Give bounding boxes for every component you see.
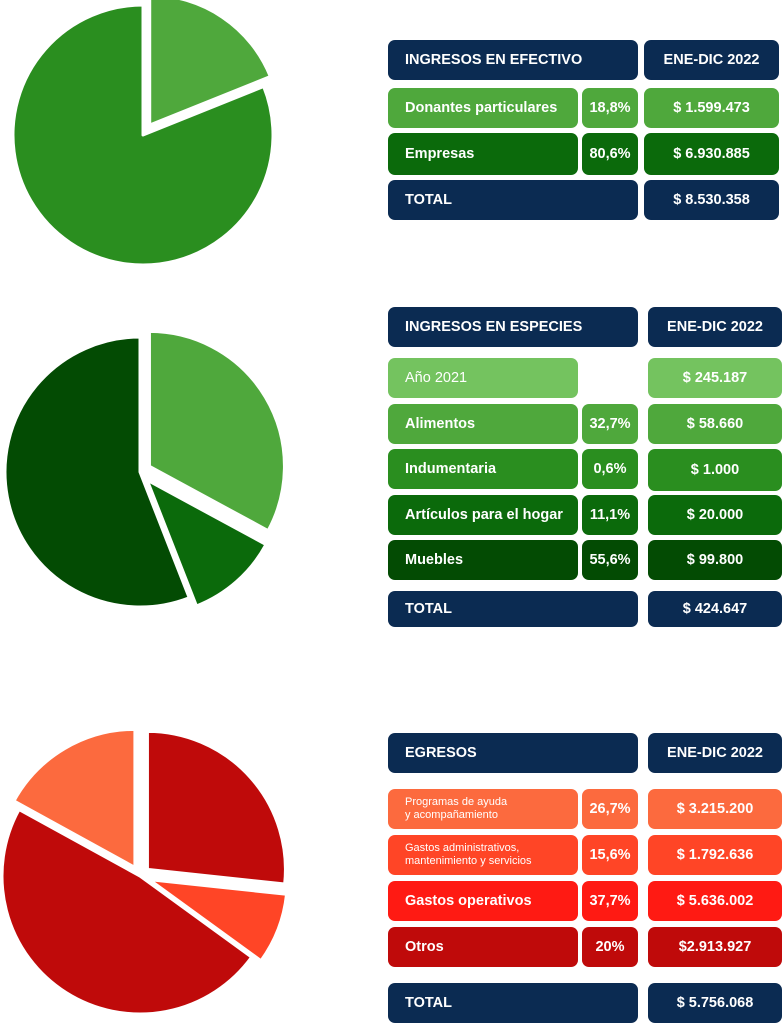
total-amount-efectivo: $ 8.530.358 — [644, 180, 779, 220]
pie-slice-artículos-para-el-hogar — [145, 478, 268, 608]
row-amount-gastos-operativos: $ 5.636.002 — [648, 881, 782, 921]
pie-slice-otros — [12, 727, 137, 869]
row-amount-empresas: $ 6.930.885 — [644, 133, 779, 175]
row-amount-programas: $ 3.215.200 — [648, 789, 782, 829]
row-pct-gastos-operativos: 37,7% — [582, 881, 638, 921]
row-label-muebles: Muebles — [388, 540, 578, 580]
row-amount-indumentaria: $ 1.000 — [648, 449, 782, 491]
header-period-egresos: ENE-DIC 2022 — [648, 733, 782, 773]
header-egresos: EGRESOS — [388, 733, 638, 773]
row-pct-articulos-hogar: 11,1% — [582, 495, 638, 535]
row-label-gastos-operativos: Gastos operativos — [388, 881, 578, 921]
total-label-especies: TOTAL — [388, 591, 638, 627]
row-amount-otros: $2.913.927 — [648, 927, 782, 967]
row-pct-donantes: 18,8% — [582, 88, 638, 128]
pie-slice-alimentos — [147, 329, 286, 533]
row-amount-alimentos: $ 58.660 — [648, 404, 782, 444]
row-label-programas-line2: y acompañamiento — [405, 809, 498, 821]
row-label-empresas: Empresas — [388, 133, 578, 175]
row-pct-empresas: 80,6% — [582, 133, 638, 175]
header-period-especies: ENE-DIC 2022 — [648, 307, 782, 347]
pie-chart-efectivo — [11, 0, 275, 267]
pie-chart-egresos — [0, 727, 289, 1016]
row-amount-articulos-hogar: $ 20.000 — [648, 495, 782, 535]
row-label-alimentos: Alimentos — [388, 404, 578, 444]
pie-slice-gastos-operativos — [0, 808, 254, 1016]
row-label-articulos-hogar: Artículos para el hogar — [388, 495, 578, 535]
total-amount-egresos: $ 5.756.068 — [648, 983, 782, 1023]
header-especies: INGRESOS EN ESPECIES — [388, 307, 638, 347]
row-label-gastos-admin-line2: mantenimiento y servicios — [405, 855, 532, 867]
row-amount-muebles: $ 99.800 — [648, 540, 782, 580]
row-pct-alimentos: 32,7% — [582, 404, 638, 444]
row-label-programas: Programas de ayuda y acompañamiento — [388, 789, 578, 829]
row-label-indumentaria: Indumentaria — [388, 449, 578, 489]
pie-slice-donantes-particulares — [148, 0, 272, 127]
total-amount-especies: $ 424.647 — [648, 591, 782, 627]
row-amount-gastos-admin: $ 1.792.636 — [648, 835, 782, 875]
row-pct-muebles: 55,6% — [582, 540, 638, 580]
row-pct-programas: 26,7% — [582, 789, 638, 829]
row-amount-ano-2021: $ 245.187 — [648, 358, 782, 398]
row-amount-donantes: $ 1.599.473 — [644, 88, 779, 128]
row-label-donantes: Donantes particulares — [388, 88, 578, 128]
row-label-gastos-admin: Gastos administrativos, mantenimiento y … — [388, 835, 578, 875]
row-pct-indumentaria: 0,6% — [582, 449, 638, 489]
row-label-ano-2021: Año 2021 — [388, 358, 578, 398]
pie-slice-programas-de-ayuda-y-acompañamiento — [145, 729, 287, 886]
row-pct-gastos-admin: 15,6% — [582, 835, 638, 875]
pie-slice-gastos-administrativos-mantenimiento-y-servicios — [147, 878, 289, 963]
row-pct-otros: 20% — [582, 927, 638, 967]
pie-slice-muebles — [3, 335, 191, 609]
row-label-programas-line1: Programas de ayuda — [405, 796, 508, 808]
pie-chart-especies — [3, 329, 286, 609]
total-label-efectivo: TOTAL — [388, 180, 638, 220]
header-efectivo: INGRESOS EN EFECTIVO — [388, 40, 638, 80]
header-period-efectivo: ENE-DIC 2022 — [644, 40, 779, 80]
total-label-egresos: TOTAL — [388, 983, 638, 1023]
row-label-otros: Otros — [388, 927, 578, 967]
pie-slice-empresas — [11, 3, 275, 267]
row-label-gastos-admin-line1: Gastos administrativos, — [405, 842, 520, 854]
